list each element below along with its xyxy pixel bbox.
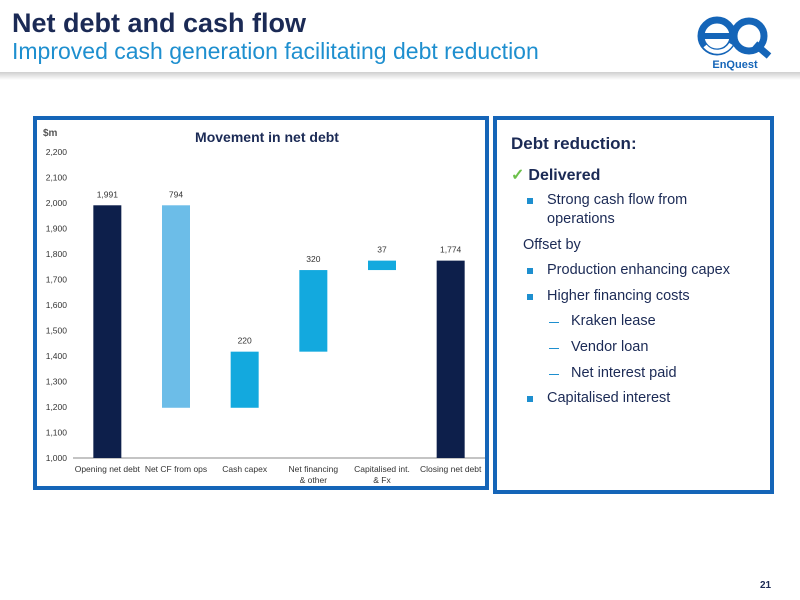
bullet-icon [527, 396, 533, 402]
panel-title: Debt reduction: [511, 134, 637, 153]
sub-kraken-lease: Kraken lease [571, 313, 656, 329]
dash-icon [549, 348, 559, 349]
y-tick-label: 1,600 [46, 300, 68, 310]
y-tick-label: 1,200 [46, 402, 68, 412]
y-axis-unit: $m [43, 128, 58, 139]
waterfall-bar [436, 260, 465, 458]
dash-icon [549, 322, 559, 323]
x-category-label: Opening net debt [75, 464, 141, 474]
y-tick-label: 1,100 [46, 428, 68, 438]
waterfall-bar [299, 270, 328, 352]
bar-value-label: 1,991 [97, 189, 119, 199]
debt-reduction-panel: Debt reduction: ✓ Delivered Strong cash f… [493, 116, 774, 494]
waterfall-bar [93, 205, 122, 458]
y-tick-label: 1,400 [46, 351, 68, 361]
offset-by-label: Offset by [523, 237, 581, 253]
bar-value-label: 37 [377, 245, 387, 255]
chart-panel: Movement in net debt $m 1,000 1,100 1,200 1,3… [33, 116, 489, 490]
waterfall-chart: Movement in net debt $m 1,000 1,100 1,200 1,3… [43, 128, 485, 485]
sub-net-interest: Net interest paid [571, 365, 677, 381]
y-tick-label: 2,200 [46, 147, 68, 157]
waterfall-bar [162, 205, 190, 408]
delivered-line: ✓ Delivered [511, 166, 600, 185]
y-tick-label: 1,300 [46, 377, 68, 387]
y-tick-label: 1,800 [46, 249, 68, 259]
check-icon: ✓ [511, 167, 525, 184]
x-category-label: Closing net debt [420, 464, 482, 474]
bullet-capex: Production enhancing capex [547, 262, 730, 278]
bullet-financing-costs: Higher financing costs [547, 288, 690, 304]
y-tick-label: 1,900 [46, 224, 68, 234]
y-tick-label: 1,700 [46, 275, 68, 285]
bar-value-label: 220 [238, 336, 252, 346]
bullet-cash-flow: Strong cash flow from operations [547, 192, 688, 227]
y-tick-label: 2,100 [46, 173, 68, 183]
x-category-label: Net financing [289, 464, 339, 474]
bar-value-label: 1,774 [440, 245, 462, 255]
x-category-label: Cash capex [222, 464, 268, 474]
delivered-label: Delivered [528, 167, 601, 184]
bullet-capitalised-interest: Capitalised interest [547, 390, 671, 406]
header-divider [0, 72, 800, 80]
page-number: 21 [760, 580, 772, 591]
waterfall-bar [230, 351, 259, 408]
waterfall-bar [368, 260, 396, 271]
x-category-label: Net CF from ops [145, 464, 207, 474]
y-tick-label: 2,000 [46, 198, 68, 208]
slide-title: Net debt and cash flow [12, 8, 307, 38]
logo-text: EnQuest [712, 59, 758, 71]
slide-header: Net debt and cash flow Improved cash gen… [0, 0, 800, 80]
bar-value-label: 320 [306, 254, 320, 264]
bar-value-label: 794 [169, 189, 183, 199]
x-category-label: & other [300, 475, 328, 485]
bullet-icon [527, 294, 533, 300]
x-category-label: & Fx [373, 475, 391, 485]
bullet-icon [527, 268, 533, 274]
slide-subtitle: Improved cash generation facilitating de… [12, 38, 539, 64]
dash-icon [549, 374, 559, 375]
sub-vendor-loan: Vendor loan [571, 339, 649, 355]
y-tick-label: 1,500 [46, 326, 68, 336]
x-category-label: Capitalised int. [354, 464, 410, 474]
chart-title: Movement in net debt [195, 129, 339, 145]
bullet-icon [527, 198, 533, 204]
y-tick-label: 1,000 [46, 453, 68, 463]
enquest-logo: EnQuest [697, 16, 772, 71]
